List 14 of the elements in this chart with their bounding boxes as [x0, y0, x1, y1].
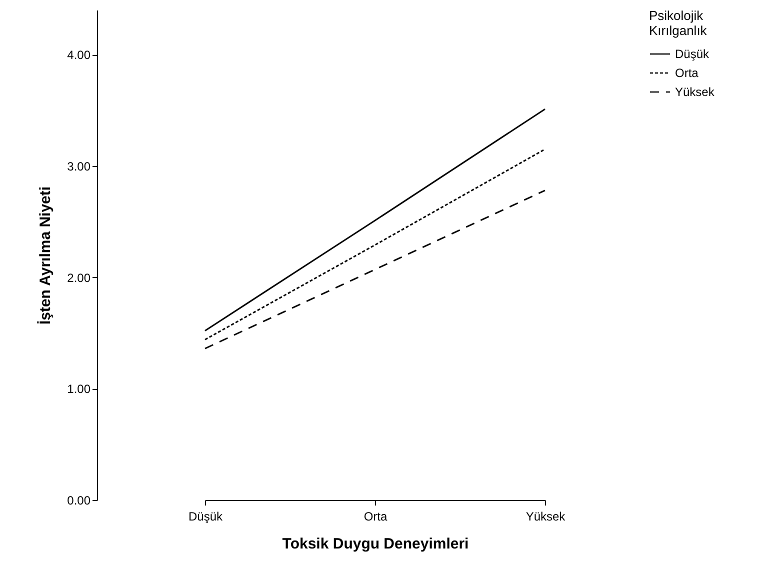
x-axis-title: Toksik Duygu Deneyimleri — [282, 536, 469, 552]
y-tick-label: 1.00 — [67, 382, 91, 396]
y-tick-label: 3.00 — [67, 159, 91, 174]
x-tick-label: Orta — [364, 510, 388, 524]
legend-label: Yüksek — [675, 85, 716, 99]
legend-label: Düşük — [675, 47, 710, 61]
y-tick-label: 0.00 — [67, 494, 91, 508]
y-axis-title: İşten Ayrılma Niyeti — [37, 186, 54, 325]
legend-label: Orta — [675, 66, 699, 80]
x-tick-label: Yüksek — [526, 510, 566, 524]
x-tick-label: Düşük — [188, 510, 224, 524]
y-tick-label: 4.00 — [67, 48, 91, 62]
legend-title: Psikolojik Kırılganlık — [649, 8, 708, 38]
y-tick-label: 2.00 — [67, 270, 91, 285]
